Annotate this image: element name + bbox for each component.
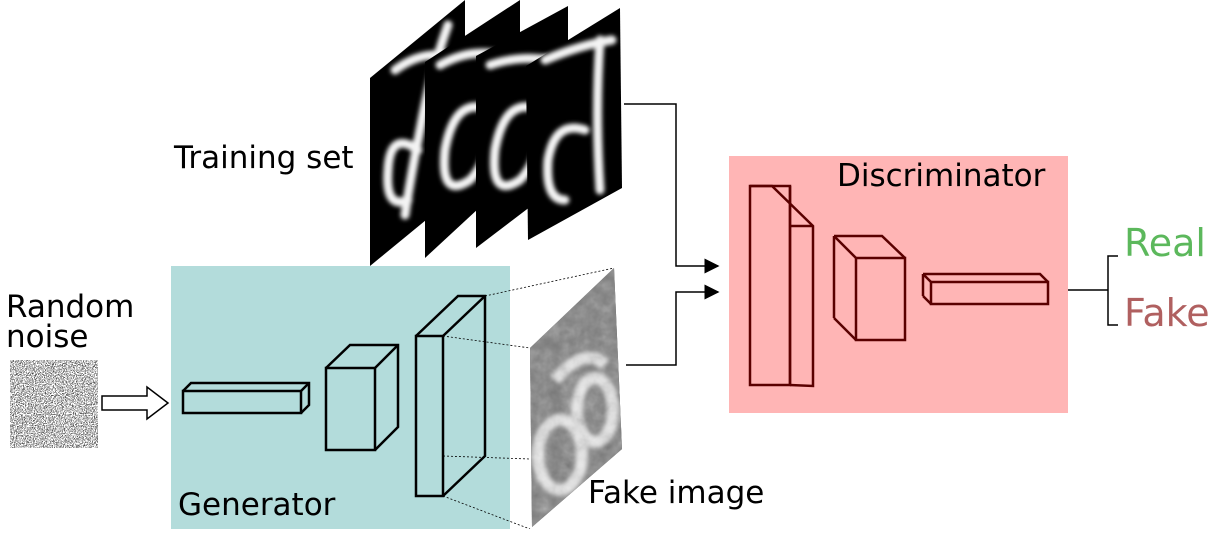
- discriminator-layer-1: [748, 184, 815, 388]
- noise-to-generator-arrow: [101, 385, 170, 421]
- fake-to-discriminator-arrow: [626, 284, 720, 366]
- discriminator-label: Discriminator: [837, 158, 1046, 194]
- output-bracket: [1068, 255, 1118, 326]
- generator-layer-1: [181, 381, 311, 415]
- training-set-label: Training set: [174, 140, 354, 176]
- random-noise-label: Random noise: [6, 289, 135, 355]
- generator-label: Generator: [178, 487, 336, 523]
- generator-layer-2: [324, 343, 400, 452]
- training-sample-4: [526, 8, 622, 240]
- real-output-label: Real: [1124, 221, 1206, 265]
- random-noise-image: [10, 360, 98, 448]
- discriminator-layer-3: [921, 272, 1050, 306]
- discriminator-layer-2: [832, 234, 907, 342]
- fake-output-label: Fake: [1124, 291, 1210, 335]
- fake-image-label: Fake image: [588, 475, 765, 511]
- training-set-images: [370, 0, 622, 266]
- random-noise-label-line1: Random: [6, 289, 135, 325]
- random-noise-label-line2: noise: [6, 319, 89, 355]
- discriminator-layers: [748, 184, 1050, 388]
- training-to-discriminator-arrow: [624, 103, 720, 274]
- projection-lines: [442, 267, 615, 530]
